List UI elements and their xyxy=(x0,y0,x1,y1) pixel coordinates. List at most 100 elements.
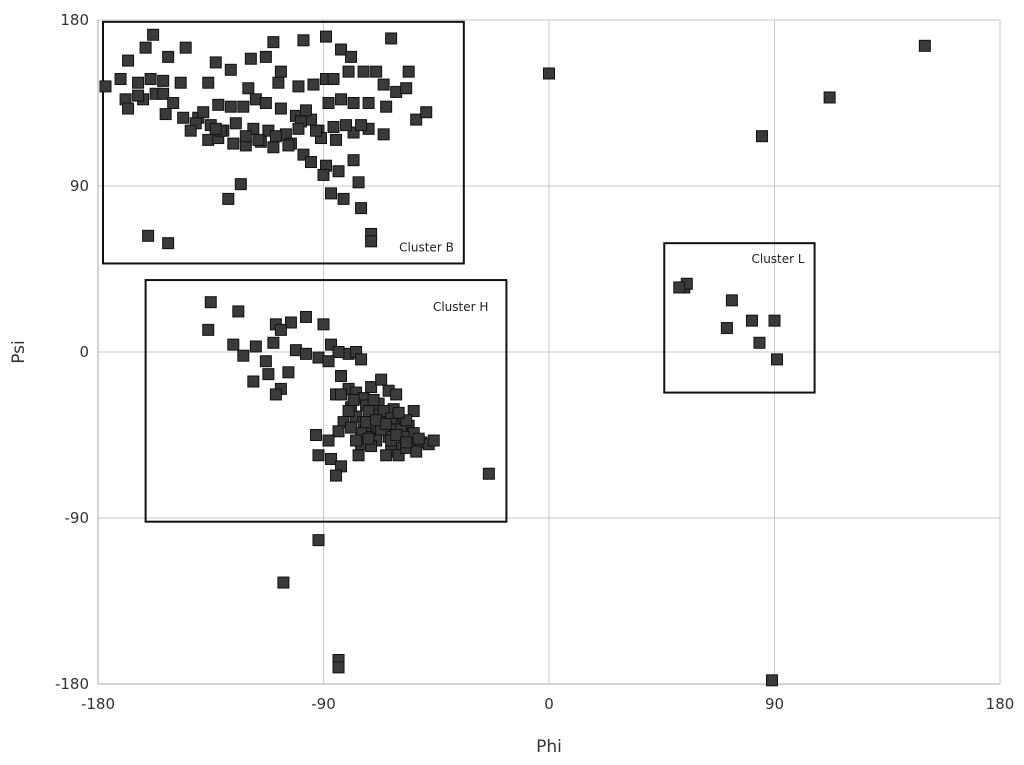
data-point xyxy=(370,65,383,78)
data-point xyxy=(765,674,778,687)
cluster-label: Cluster H xyxy=(433,300,488,314)
data-point xyxy=(365,235,378,248)
data-point xyxy=(377,78,390,91)
data-point xyxy=(237,349,250,362)
data-point xyxy=(342,405,355,418)
data-point xyxy=(122,102,135,115)
data-point xyxy=(299,104,312,117)
data-point xyxy=(209,56,222,69)
data-point xyxy=(224,63,237,76)
data-point xyxy=(918,39,931,52)
data-point xyxy=(147,28,160,41)
data-point xyxy=(174,76,187,89)
data-point xyxy=(420,106,433,119)
data-point xyxy=(392,449,405,462)
x-tick-label: 180 xyxy=(986,695,1015,713)
data-point xyxy=(322,434,335,447)
data-point xyxy=(322,97,335,109)
data-point xyxy=(402,65,415,78)
data-point xyxy=(142,229,155,242)
data-point xyxy=(269,130,282,143)
x-tick-label: -90 xyxy=(311,695,336,713)
data-point xyxy=(312,449,325,462)
data-point xyxy=(332,346,345,358)
data-point xyxy=(377,128,390,141)
data-point xyxy=(167,97,180,109)
data-point xyxy=(114,73,127,86)
data-point xyxy=(282,366,295,379)
data-point xyxy=(365,381,378,394)
data-point xyxy=(377,405,390,418)
data-point xyxy=(234,178,247,191)
data-point xyxy=(162,237,175,250)
data-point xyxy=(317,318,330,331)
data-point xyxy=(202,323,215,336)
data-point xyxy=(407,405,420,418)
cluster-box xyxy=(144,279,508,523)
data-point xyxy=(375,373,388,386)
data-point xyxy=(139,41,152,54)
data-point xyxy=(410,113,423,126)
data-point xyxy=(237,100,250,113)
data-point xyxy=(355,202,368,215)
cluster-boxes: Cluster B Cluster H Cluster L xyxy=(102,20,816,523)
data-point xyxy=(332,165,345,178)
data-point xyxy=(400,82,413,95)
data-point xyxy=(325,187,338,200)
y-tick-label: 180 xyxy=(60,11,89,29)
data-point xyxy=(390,388,403,401)
data-point xyxy=(307,78,320,91)
y-tick-labels: -180 -90 0 90 180 xyxy=(55,11,89,693)
data-point xyxy=(771,353,784,366)
data-point xyxy=(335,43,348,56)
data-point xyxy=(392,406,405,419)
data-point xyxy=(197,106,210,119)
data-point xyxy=(239,130,252,143)
data-point xyxy=(335,93,348,106)
data-point xyxy=(162,50,175,63)
data-point xyxy=(410,445,423,458)
cluster-box xyxy=(102,20,465,265)
plot-frame xyxy=(97,20,1000,685)
data-point xyxy=(242,82,255,95)
data-point xyxy=(312,534,325,547)
data-point xyxy=(362,432,375,445)
data-point xyxy=(380,417,393,430)
data-point xyxy=(367,393,380,406)
y-tick-label: 90 xyxy=(70,177,89,195)
data-point xyxy=(259,355,272,368)
data-point xyxy=(482,467,495,480)
data-point xyxy=(400,414,413,427)
data-point xyxy=(745,314,758,327)
data-point xyxy=(132,76,145,89)
data-point xyxy=(352,176,365,189)
data-point xyxy=(357,65,370,78)
y-tick-label: -90 xyxy=(65,509,90,527)
cluster-label: Cluster L xyxy=(751,252,804,266)
data-point xyxy=(335,369,348,382)
cluster-label: Cluster B xyxy=(399,240,454,254)
data-point xyxy=(352,449,365,462)
data-point xyxy=(259,50,272,63)
x-tick-label: -180 xyxy=(81,695,115,713)
data-point xyxy=(340,119,353,132)
data-point xyxy=(259,97,272,109)
data-point xyxy=(312,351,325,364)
data-point xyxy=(292,80,305,93)
data-point xyxy=(725,294,738,307)
data-point xyxy=(330,133,343,146)
data-point xyxy=(400,436,413,449)
data-point xyxy=(768,314,781,327)
data-point xyxy=(330,469,343,482)
data-point xyxy=(229,117,242,130)
data-point xyxy=(755,130,768,143)
data-point xyxy=(249,340,262,353)
data-point xyxy=(272,76,285,89)
data-point xyxy=(297,148,310,161)
data-point xyxy=(247,375,260,388)
data-point xyxy=(222,192,235,205)
data-point xyxy=(227,338,240,351)
data-point xyxy=(177,111,190,124)
data-point xyxy=(380,449,393,462)
